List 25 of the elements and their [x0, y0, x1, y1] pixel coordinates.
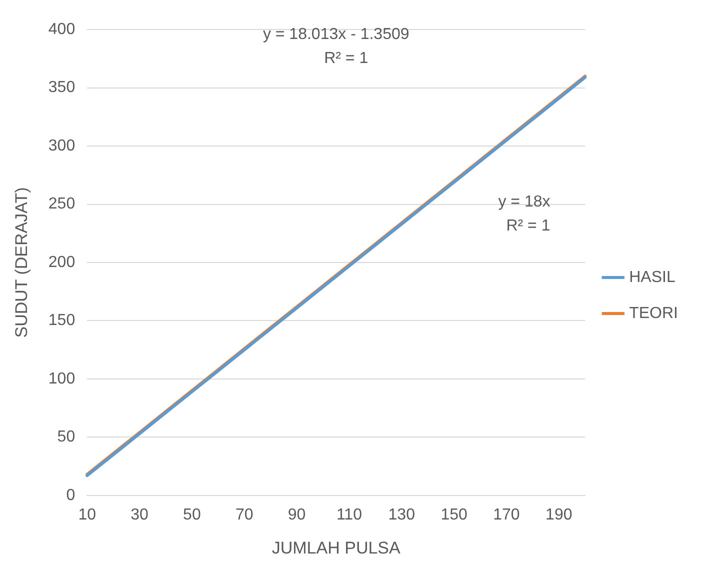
x-axis-title: JUMLAH PULSA: [272, 538, 401, 558]
annotation: y = 18.013x - 1.3509 R² = 1: [262, 26, 410, 67]
y-tick-label: 150: [48, 312, 76, 330]
y-tick-label: 100: [48, 370, 76, 388]
x-tick-label: 50: [183, 506, 201, 524]
legend-label: TEORI: [629, 304, 678, 322]
x-tick-label: 30: [130, 506, 149, 524]
x-tick-label: 70: [235, 506, 254, 524]
annotation: y = 18x R² = 1: [498, 194, 550, 235]
y-tick-label: 300: [48, 137, 76, 154]
x-tick-label: 110: [336, 506, 362, 524]
x-tick-label: 190: [546, 506, 572, 524]
x-tick-label: 10: [78, 506, 96, 524]
y-tick-label: 0: [66, 486, 76, 504]
y-tick-label: 250: [48, 196, 76, 213]
y-tick-label: 200: [48, 254, 76, 271]
y-tick-label: 350: [48, 79, 76, 96]
y-axis-title: SUDUT (DERAJAT): [12, 187, 31, 338]
legend-label: HASIL: [629, 268, 676, 286]
y-tick-label: 400: [48, 21, 76, 38]
x-tick-label: 130: [388, 506, 416, 524]
x-tick-label: 90: [288, 506, 306, 524]
y-tick-label: 50: [57, 428, 76, 446]
x-tick-label: 150: [440, 506, 468, 524]
x-tick-label: 170: [493, 506, 520, 524]
